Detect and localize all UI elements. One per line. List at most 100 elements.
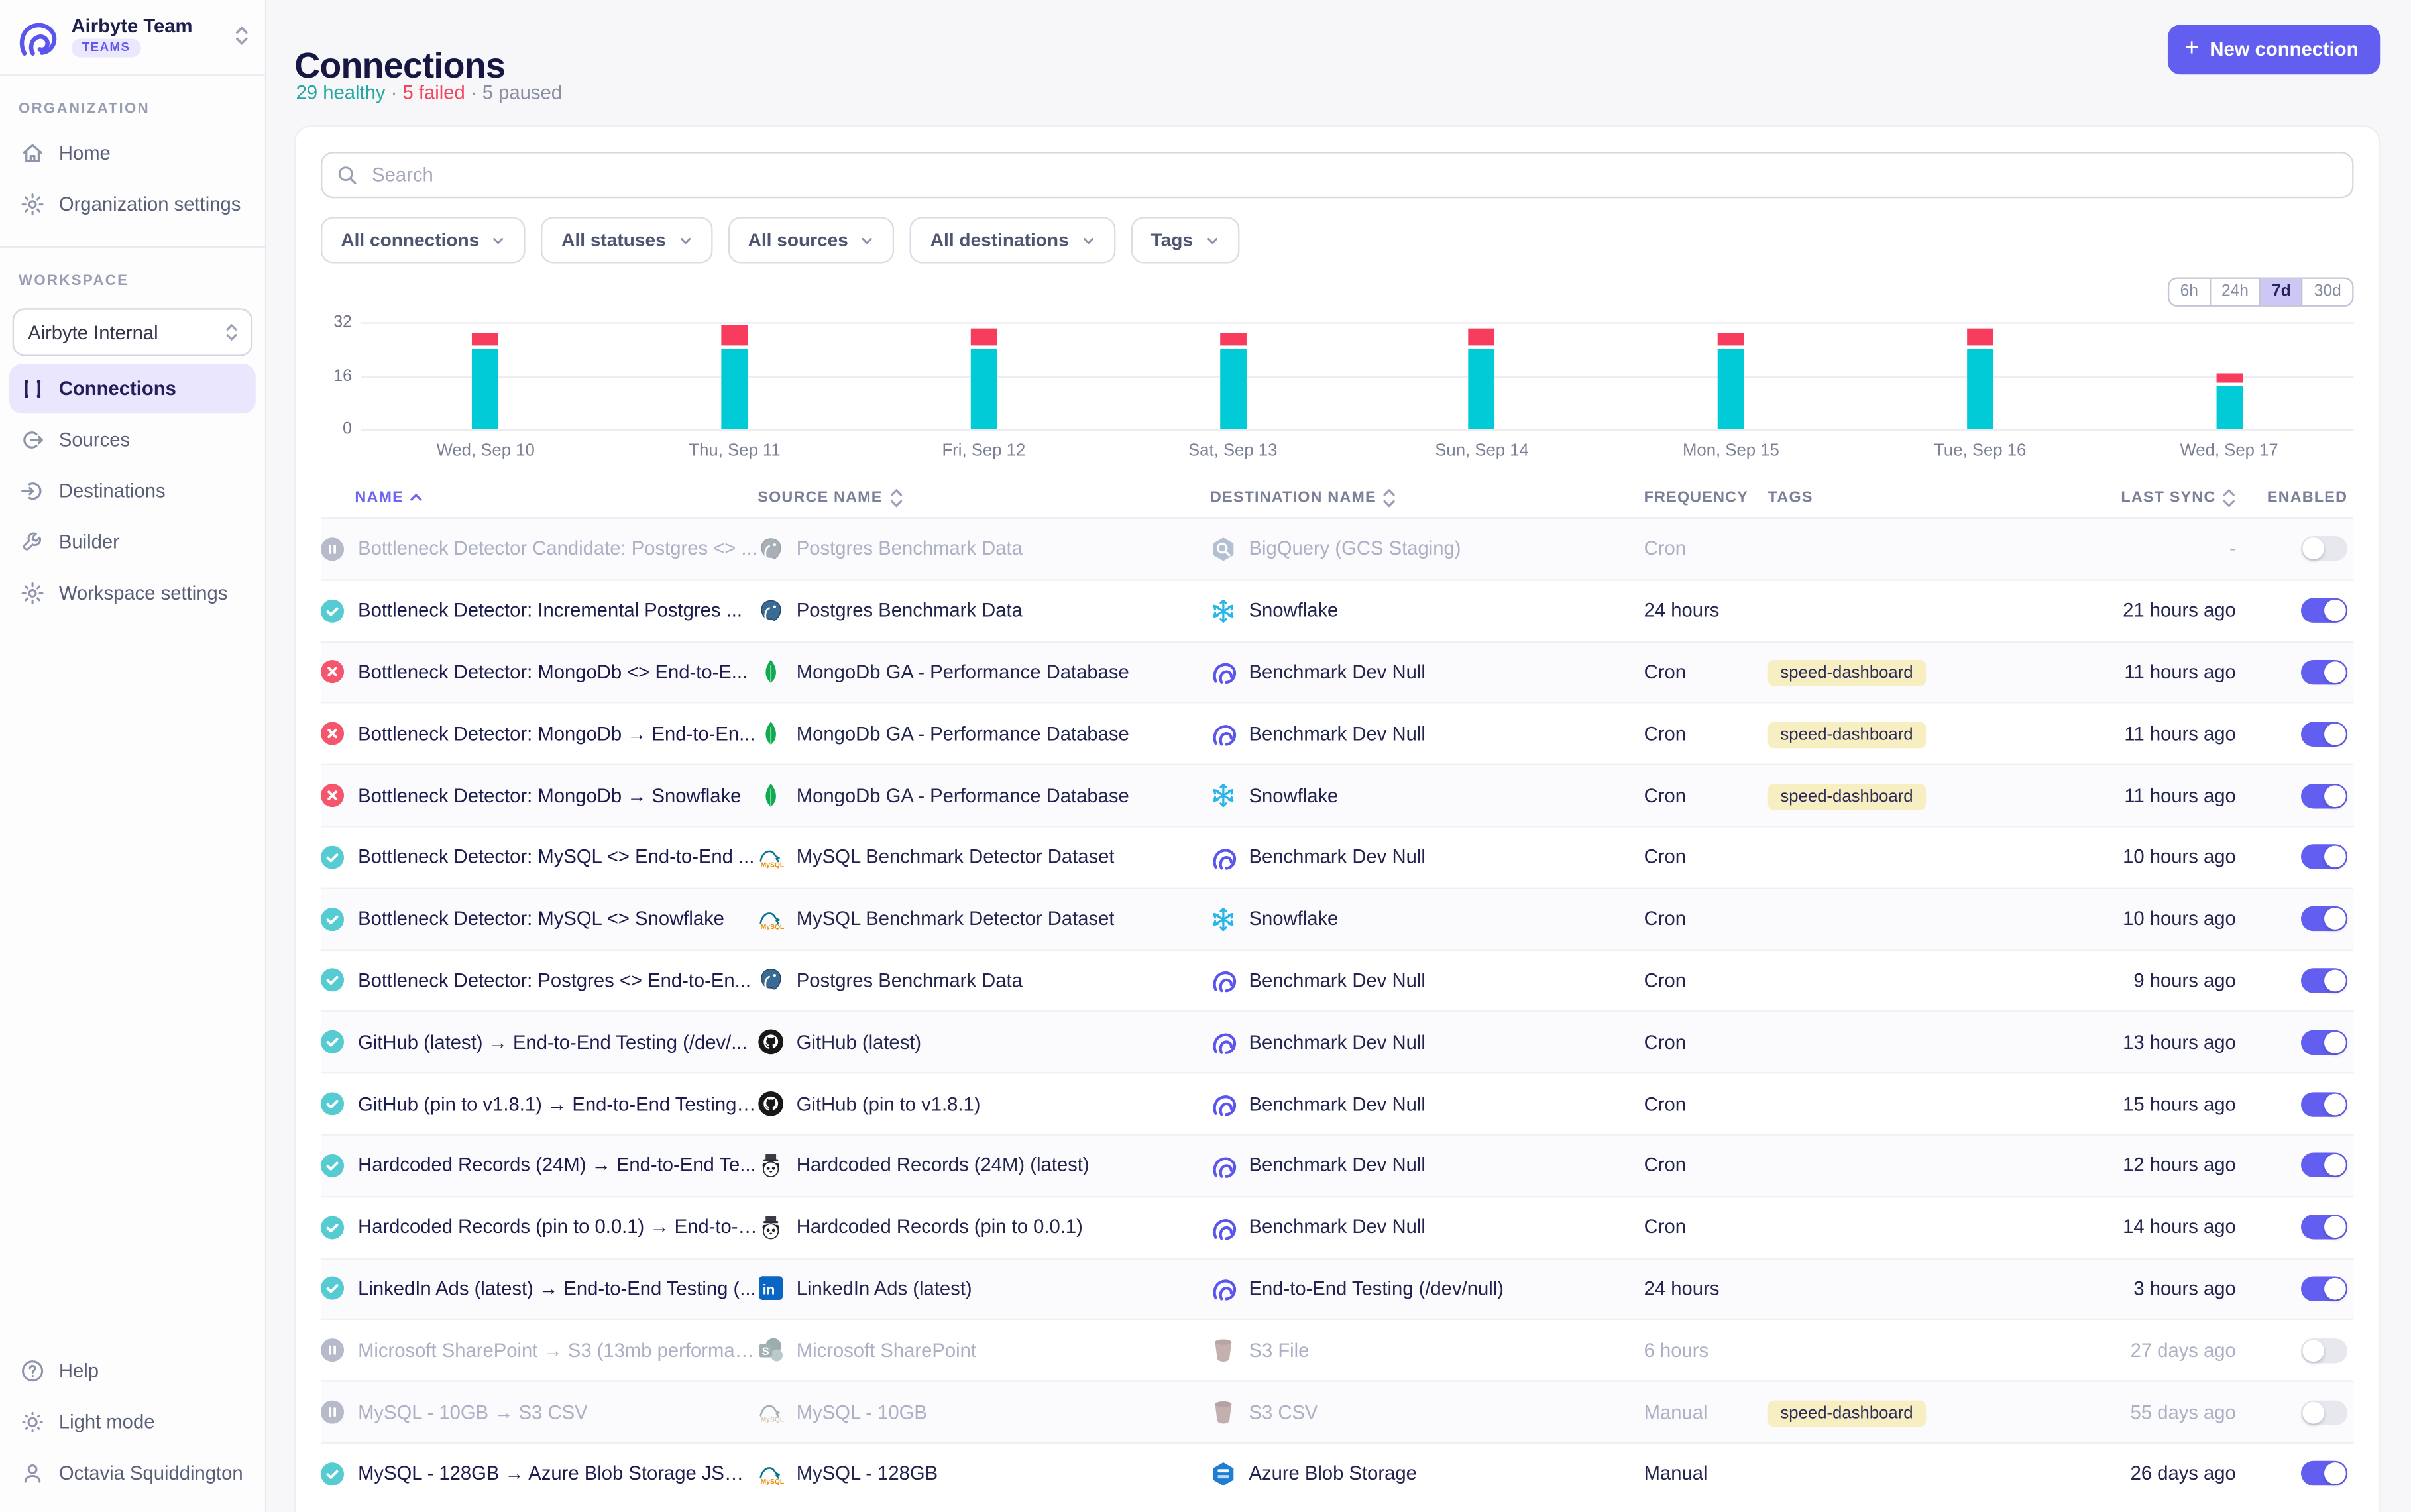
healthy-count: 29 healthy xyxy=(296,82,386,104)
sidebar-item-octavia-squiddington[interactable]: Octavia Squiddington xyxy=(9,1448,256,1498)
sidebar-item-organization-settings[interactable]: Organization settings xyxy=(9,180,256,229)
connection-row[interactable]: Bottleneck Detector Candidate: Postgres … xyxy=(321,517,2354,579)
sidebar-item-workspace-settings[interactable]: Workspace settings xyxy=(9,568,256,618)
enabled-toggle[interactable] xyxy=(2301,1276,2347,1301)
enabled-toggle[interactable] xyxy=(2301,1215,2347,1239)
connection-name: Bottleneck Detector: MySQL <> Snowflake xyxy=(358,908,724,930)
enabled-toggle[interactable] xyxy=(2301,906,2347,931)
column-label: DESTINATION NAME xyxy=(1210,489,1376,506)
time-range-7d[interactable]: 7d xyxy=(2259,279,2302,305)
enabled-toggle[interactable] xyxy=(2301,722,2347,746)
destination-cell: Benchmark Dev Null xyxy=(1210,659,1644,686)
chart-bar-group[interactable] xyxy=(1357,322,1606,429)
filter-tags[interactable]: Tags xyxy=(1131,217,1239,263)
airbyte-icon xyxy=(1210,721,1237,747)
time-range-30d[interactable]: 30d xyxy=(2302,279,2352,305)
chevron-updown-icon xyxy=(234,25,249,46)
search-input[interactable] xyxy=(368,162,2338,187)
connection-name: Bottleneck Detector: Postgres <> End-to-… xyxy=(358,970,751,992)
connection-row[interactable]: Microsoft SharePoint → S3 (13mb performa… xyxy=(321,1319,2354,1381)
new-connection-button[interactable]: + New connection xyxy=(2167,25,2380,74)
chart-bar-group[interactable] xyxy=(610,322,860,429)
connection-row[interactable]: GitHub (pin to v1.8.1) → End-to-End Test… xyxy=(321,1072,2354,1134)
bar-failed xyxy=(722,326,748,346)
chart-bar-group[interactable] xyxy=(1856,322,2105,429)
source-name: LinkedIn Ads (latest) xyxy=(797,1278,972,1300)
chart-bar-group[interactable] xyxy=(859,322,1108,429)
enabled-toggle[interactable] xyxy=(2301,1462,2347,1486)
source-cell: MongoDb GA - Performance Database xyxy=(757,659,1210,686)
destination-icon xyxy=(20,478,44,503)
time-range-6h[interactable]: 6h xyxy=(2169,279,2209,305)
connection-row[interactable]: Hardcoded Records (24M) → End-to-End Te.… xyxy=(321,1134,2354,1195)
connections-panel: All connections All statuses All sources… xyxy=(294,125,2380,1512)
team-switcher[interactable]: Airbyte Team TEAMS xyxy=(0,0,265,76)
time-range-24h[interactable]: 24h xyxy=(2209,279,2259,305)
search-bar[interactable] xyxy=(321,152,2354,198)
chart-bar-group[interactable] xyxy=(1108,322,1357,429)
sidebar-item-destinations[interactable]: Destinations xyxy=(9,466,256,516)
status-healthy-icon xyxy=(321,1154,344,1177)
destination-name: S3 File xyxy=(1249,1340,1309,1362)
connection-row[interactable]: Bottleneck Detector: MongoDb → End-to-En… xyxy=(321,702,2354,764)
enabled-toggle[interactable] xyxy=(2301,1153,2347,1177)
connection-row[interactable]: Bottleneck Detector: Incremental Postgre… xyxy=(321,579,2354,641)
filter-all-destinations[interactable]: All destinations xyxy=(910,217,1115,263)
sidebar-item-help[interactable]: Help xyxy=(9,1346,256,1396)
workspace-selector[interactable]: Airbyte Internal xyxy=(13,308,252,356)
enabled-toggle[interactable] xyxy=(2301,1091,2347,1116)
connection-row[interactable]: Bottleneck Detector: MySQL <> End-to-End… xyxy=(321,826,2354,887)
sidebar-item-connections[interactable]: Connections xyxy=(9,364,256,413)
connection-row[interactable]: Hardcoded Records (pin to 0.0.1) → End-t… xyxy=(321,1195,2354,1257)
source-cell: in LinkedIn Ads (latest) xyxy=(757,1275,1210,1302)
enabled-toggle[interactable] xyxy=(2301,1030,2347,1054)
enabled-toggle[interactable] xyxy=(2301,598,2347,623)
destination-cell: Benchmark Dev Null xyxy=(1210,1029,1644,1055)
connection-row[interactable]: Bottleneck Detector: MySQL <> Snowflake … xyxy=(321,887,2354,949)
github-icon xyxy=(757,1091,784,1117)
sidebar-item-light-mode[interactable]: Light mode xyxy=(9,1397,256,1447)
enabled-toggle[interactable] xyxy=(2301,1400,2347,1425)
status-paused-icon xyxy=(321,537,344,561)
chart-bar-group[interactable] xyxy=(361,322,610,429)
enabled-toggle[interactable] xyxy=(2301,660,2347,684)
frequency-cell: Cron xyxy=(1644,1032,1768,1053)
enabled-toggle[interactable] xyxy=(2301,845,2347,869)
column-header-source-name[interactable]: SOURCE NAME xyxy=(757,487,1210,507)
column-header-name[interactable]: NAME xyxy=(321,489,757,506)
source-cell: MySQL MySQL Benchmark Detector Dataset xyxy=(757,844,1210,871)
sidebar-item-builder[interactable]: Builder xyxy=(9,517,256,567)
connection-name: MySQL - 128GB → Azure Blob Storage JSOn … xyxy=(358,1463,757,1485)
enabled-cell xyxy=(2236,845,2354,869)
sidebar: Airbyte Team TEAMS ORGANIZATION Home Org… xyxy=(0,0,266,1512)
connection-row[interactable]: MySQL - 128GB → Azure Blob Storage JSOn … xyxy=(321,1442,2354,1504)
enabled-toggle[interactable] xyxy=(2301,783,2347,808)
tag-badge: speed-dashboard xyxy=(1768,661,1926,687)
status-healthy-icon xyxy=(321,845,344,869)
filter-all-connections[interactable]: All connections xyxy=(321,217,526,263)
enabled-toggle[interactable] xyxy=(2301,968,2347,993)
sidebar-item-home[interactable]: Home xyxy=(9,129,256,178)
connection-row[interactable]: LinkedIn Ads (latest) → End-to-End Testi… xyxy=(321,1257,2354,1319)
enabled-toggle[interactable] xyxy=(2301,1338,2347,1362)
connection-row[interactable]: MySQL - 10GB → S3 CSV MySQL MySQL - 10GB… xyxy=(321,1381,2354,1442)
connection-row[interactable]: GitHub (latest) → End-to-End Testing (/d… xyxy=(321,1010,2354,1072)
enabled-toggle[interactable] xyxy=(2301,537,2347,561)
gear-icon xyxy=(20,192,44,217)
column-header-destination-name[interactable]: DESTINATION NAME xyxy=(1210,487,1644,507)
filter-all-statuses[interactable]: All statuses xyxy=(541,217,712,263)
destination-cell: BigQuery (GCS Staging) xyxy=(1210,536,1644,563)
chart-bar-group[interactable] xyxy=(1606,322,1856,429)
last-sync-cell: 10 hours ago xyxy=(2003,846,2236,868)
connection-row[interactable]: Bottleneck Detector: Postgres <> End-to-… xyxy=(321,949,2354,1010)
column-header-last-sync[interactable]: LAST SYNC xyxy=(2003,487,2236,507)
workspace-selector-value: Airbyte Internal xyxy=(28,321,158,343)
sidebar-item-sources[interactable]: Sources xyxy=(9,415,256,465)
source-cell: Postgres Benchmark Data xyxy=(757,536,1210,563)
chart-bar-group[interactable] xyxy=(2105,322,2354,429)
connection-row[interactable]: Bottleneck Detector: MongoDb <> End-to-E… xyxy=(321,641,2354,702)
airbyte-app: Airbyte Team TEAMS ORGANIZATION Home Org… xyxy=(0,0,2411,1512)
enabled-cell xyxy=(2236,1276,2354,1301)
filter-all-sources[interactable]: All sources xyxy=(728,217,895,263)
connection-row[interactable]: Bottleneck Detector: MongoDb → Snowflake… xyxy=(321,764,2354,826)
